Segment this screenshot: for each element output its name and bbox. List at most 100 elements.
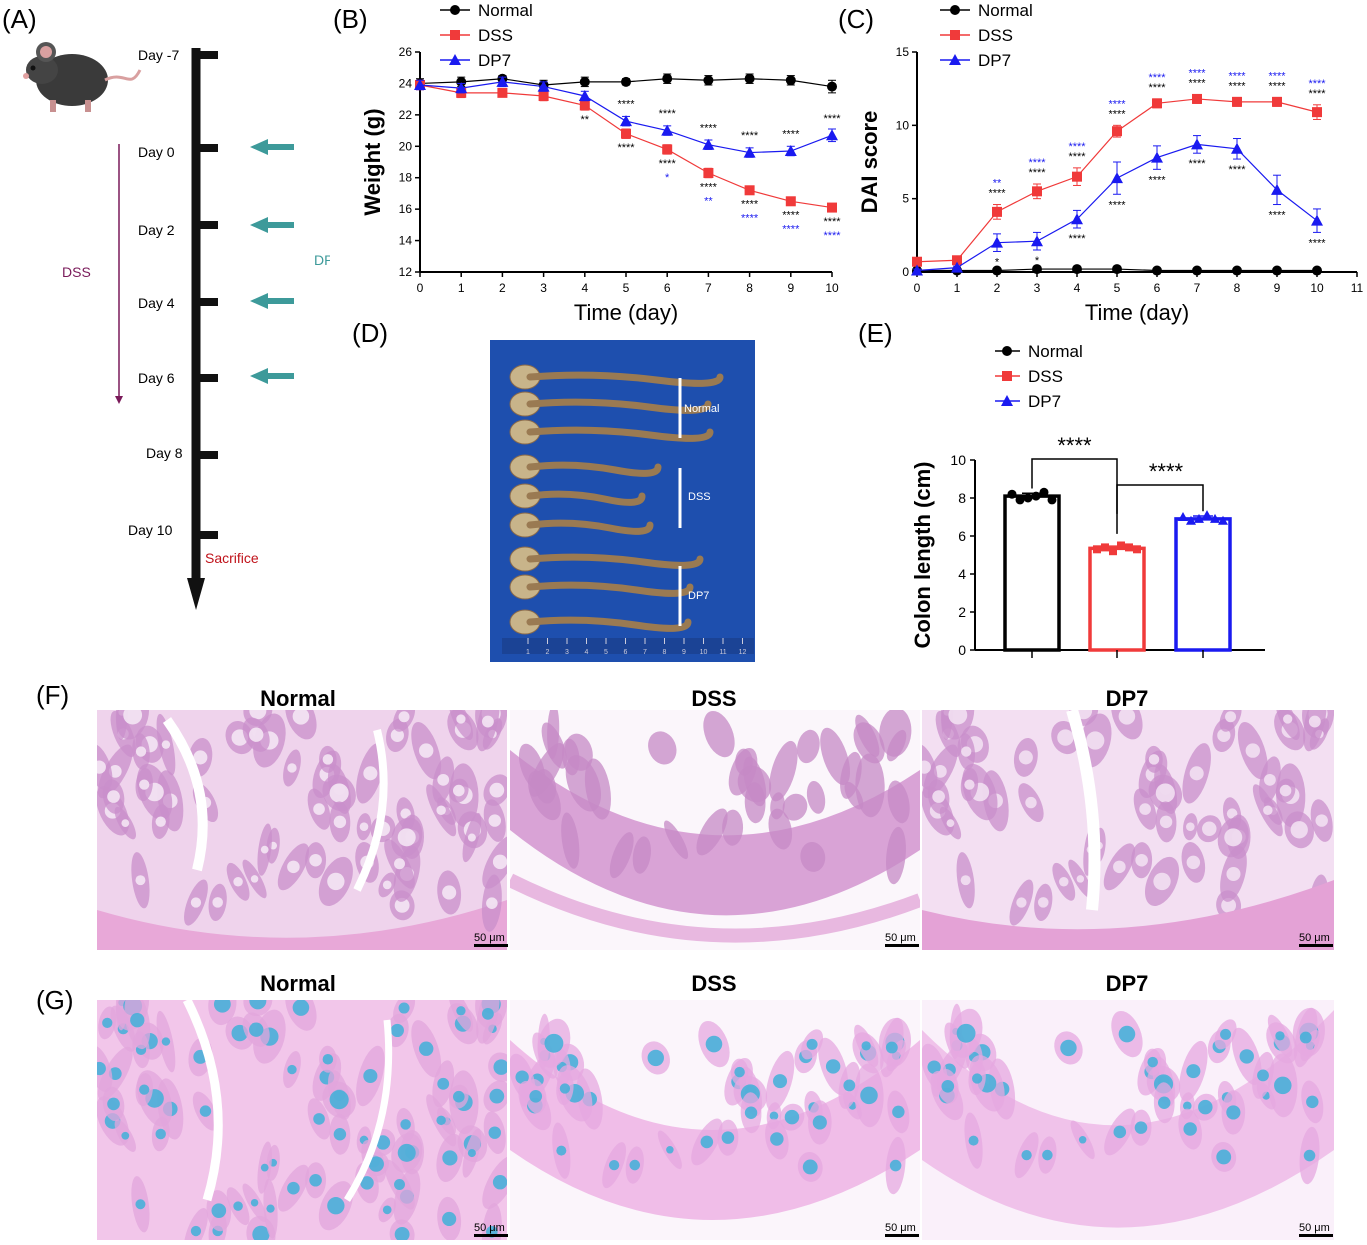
mucin-spot [1148,754,1160,765]
legend-marker [450,30,460,40]
mucin-spot [1224,828,1243,847]
histo-title-f-normal: Normal [260,686,336,711]
mucin-spot [889,1159,902,1172]
mucin-spot [155,816,166,827]
significance-marker: **** [1068,151,1086,163]
mucin-spot [327,872,345,891]
y-tick-label: 24 [399,76,413,90]
mucin-spot [309,853,322,867]
mucin-spot [1189,766,1204,781]
mucin-spot [249,710,267,720]
mucin-spot [252,1225,270,1240]
legend-marker [450,5,460,15]
mucin-spot [1202,821,1217,836]
mucin-spot [1275,1031,1285,1041]
significance-marker: **** [782,129,800,141]
data-point [578,90,591,101]
panel-label-f: (F) [36,680,70,710]
y-tick-label: 22 [399,108,413,122]
data-point [538,91,549,101]
mucin-spot [199,1105,212,1117]
mucin-spot [486,897,498,909]
mucin-spot [608,1160,620,1171]
y-tick-label: 0 [902,265,909,279]
mucin-spot [1226,1105,1241,1120]
y-tick-label: 16 [399,202,413,216]
mucin-spot [1308,715,1321,728]
x-tick-label: 6 [1154,281,1161,295]
data-point [1210,513,1220,523]
mucin-spot [211,1203,227,1219]
mucin-spot [397,828,416,847]
x-tick-label: 1 [458,281,465,295]
mucin-spot [721,1131,735,1144]
data-point [743,146,756,158]
mucin-spot [135,875,146,886]
mucin-spot [1113,1125,1127,1139]
mucin-spot [287,860,300,874]
scale-bar-label: 50 μm [885,932,916,944]
mucin-spot [97,760,106,774]
data-point [497,87,508,98]
gland-crypt [534,769,557,804]
data-point [1032,186,1042,197]
mucin-spot [927,1060,941,1074]
colon-specimen [526,461,662,477]
mucin-spot [442,1211,457,1227]
gland-crypt [561,812,580,869]
mucin-spot [1118,710,1136,725]
dp7-arrow-icon [250,139,294,155]
mucin-spot [436,1115,446,1126]
data-point [621,128,631,139]
x-tick-label: 9 [787,281,794,295]
histo-title-g-normal: Normal [260,971,336,996]
ruler-tick-label: 3 [565,649,569,656]
mucin-spot [968,1135,979,1146]
y-tick-label: 8 [958,490,966,506]
data-point [1031,235,1043,247]
mucin-spot [107,790,120,803]
x-tick-label: 0 [914,281,921,295]
data-point [952,255,962,266]
significance-marker: **** [1148,174,1166,186]
data-point [1125,543,1133,552]
mucin-spot [135,746,147,757]
mucin-spot [769,1111,779,1121]
mucin-spot [107,1097,120,1111]
data-point [496,75,509,87]
mucin-spot [121,1131,130,1140]
mucin-spot [960,875,971,886]
mucin-spot [322,754,334,765]
significance-marker: **** [617,99,635,111]
mucin-spot [812,1115,827,1130]
significance-marker: **** [1268,70,1286,82]
x-tick-label: 7 [1194,281,1201,295]
x-tick-label: 0 [417,281,424,295]
mucin-spot [467,833,476,842]
gland-crypt [769,740,798,802]
mucin-spot [559,1083,571,1094]
colon-specimen [526,371,724,387]
gland-crypt [648,731,677,765]
x-tick-label: 4 [1074,281,1081,295]
gland-crypt [632,836,651,874]
gland-crypt [744,782,766,824]
data-point [1007,489,1017,499]
ruler-tick-label: 4 [585,649,589,656]
x-tick-label: 5 [623,281,630,295]
mucin-spot [489,782,505,798]
gland-crypt [768,808,793,850]
panel-label-g: (G) [36,985,74,1015]
significance-marker: **** [700,122,718,134]
significance-bracket [1116,484,1204,514]
ruler-tick-label: 10 [700,649,708,656]
legend-marker [1001,395,1013,406]
gland-crypt [722,809,744,846]
mucin-spot [1135,853,1148,867]
scale-bar-label: 50 μm [474,932,505,944]
mucin-spot [1183,1122,1197,1136]
significance-marker: * [1035,255,1040,267]
data-point [455,82,468,94]
ruler [502,638,754,654]
mucin-spot [885,1041,898,1054]
